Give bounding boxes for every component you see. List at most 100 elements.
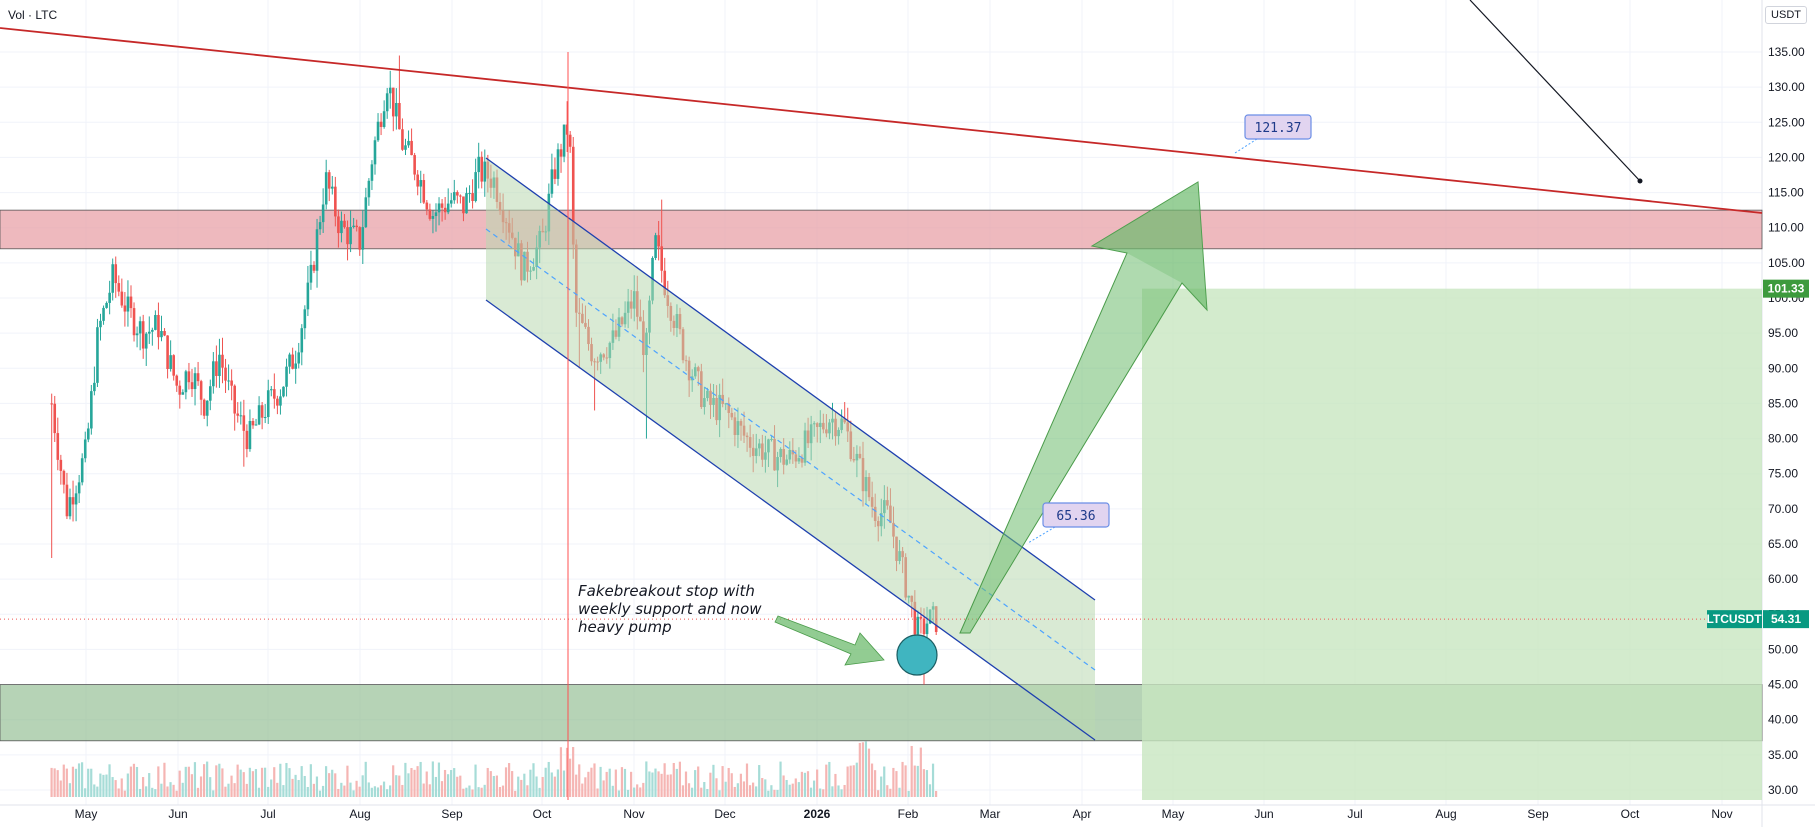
candle-body <box>657 235 660 247</box>
volume-bar <box>861 742 864 797</box>
volume-bar <box>334 773 337 797</box>
volume-bar <box>904 765 907 797</box>
price-tags: 101.33 LTCUSDT 54.31 <box>1706 279 1809 629</box>
candle-body <box>254 424 258 426</box>
volume-bar <box>62 764 65 797</box>
volume-bar <box>694 770 697 797</box>
candle-body <box>312 264 316 271</box>
volume-bar <box>843 784 846 797</box>
low-marker-circle <box>896 634 938 676</box>
candle-body <box>245 430 249 450</box>
volume-bar <box>678 761 681 797</box>
candle-body <box>291 354 294 369</box>
y-tick-label: 60.00 <box>1768 572 1798 586</box>
volume-bar <box>172 784 175 797</box>
volume-bar <box>697 766 700 797</box>
x-tick-label: Dec <box>714 807 735 821</box>
volume-bar <box>803 772 807 797</box>
candle-body <box>660 246 663 271</box>
candle-body <box>306 282 310 310</box>
candle-body <box>474 172 477 201</box>
candle-body <box>147 331 151 334</box>
candle-body <box>221 354 224 368</box>
candle-body <box>242 415 246 431</box>
volume-bar <box>364 761 367 797</box>
volume-bar <box>87 768 90 797</box>
volume-bar <box>209 777 212 797</box>
candle-body <box>205 400 209 416</box>
volume-bar <box>587 771 590 797</box>
volume-bar <box>221 768 224 797</box>
volume-bar <box>276 782 279 797</box>
volume-bar <box>620 767 624 797</box>
volume-bar <box>196 787 200 797</box>
volume-indicator-label[interactable]: Vol · LTC <box>8 8 58 22</box>
volume-bar <box>925 770 929 797</box>
candle-body <box>434 212 438 217</box>
volume-bar <box>782 775 785 797</box>
currency-unit-button[interactable]: USDT <box>1765 6 1807 24</box>
volume-bar <box>755 786 758 797</box>
volume-bar <box>315 776 319 797</box>
volume-bar <box>343 785 346 797</box>
candle-body <box>337 216 340 234</box>
volume-bar <box>773 789 776 797</box>
volume-bar <box>324 766 328 797</box>
candle-body <box>398 103 401 130</box>
y-tick-label: 30.00 <box>1768 783 1798 797</box>
volume-bar <box>767 790 770 797</box>
candle-body <box>303 309 307 329</box>
volume-bar <box>690 787 694 797</box>
candle-body <box>90 391 93 429</box>
volume-bar <box>834 773 837 797</box>
candle-body <box>919 616 923 619</box>
trend-line <box>0 27 1763 214</box>
candle-body <box>208 386 212 401</box>
candle-body <box>297 352 301 364</box>
volume-bar <box>309 764 312 797</box>
candle-body <box>568 134 572 147</box>
time-axis[interactable]: May Jun Jul Aug Sep Oct Nov Dec 2026 Feb Mar Apr May… <box>75 807 1733 821</box>
volume-bar <box>355 780 358 797</box>
volume-bar <box>633 787 636 797</box>
volume-bar <box>489 771 492 797</box>
x-tick-label: Jul <box>260 807 275 821</box>
volume-bar <box>453 768 456 797</box>
volume-bar <box>819 788 822 797</box>
candle-body <box>56 433 60 460</box>
volume-bar <box>535 776 538 797</box>
price-axis[interactable]: 135.00 130.00 125.00 120.00 115.00 110.00 105.… <box>1768 45 1805 797</box>
candle-body <box>157 314 160 338</box>
volume-bar <box>456 776 459 797</box>
volume-bar <box>93 784 96 797</box>
volume-bar <box>352 790 355 797</box>
volume-bar <box>745 763 749 797</box>
candle-body <box>364 197 368 228</box>
candle-body <box>468 193 471 195</box>
candle-body <box>349 226 352 245</box>
annotation-text: Fakebreakout stop with <box>578 582 755 600</box>
volume-bar <box>184 766 187 797</box>
candle-body <box>916 616 920 635</box>
volume-bar <box>715 778 718 797</box>
volume-bar <box>514 790 517 797</box>
candle-body <box>465 193 468 214</box>
y-tick-label: 70.00 <box>1768 502 1798 516</box>
candle-body <box>181 392 185 395</box>
candle-body <box>391 87 395 117</box>
volume-bar <box>825 764 828 797</box>
candle-body <box>160 331 163 338</box>
volume-bar <box>703 781 706 797</box>
volume-bar <box>809 787 813 797</box>
candle-body <box>327 172 331 189</box>
volume-bar <box>99 773 102 797</box>
volume-bar <box>282 785 285 797</box>
volume-bar <box>684 771 688 797</box>
volume-bar <box>215 765 218 797</box>
volume-bar <box>578 764 581 797</box>
volume-bar <box>135 766 139 797</box>
candle-body <box>169 355 172 370</box>
channel-upper-line <box>485 157 1096 601</box>
candle-body <box>141 321 145 349</box>
